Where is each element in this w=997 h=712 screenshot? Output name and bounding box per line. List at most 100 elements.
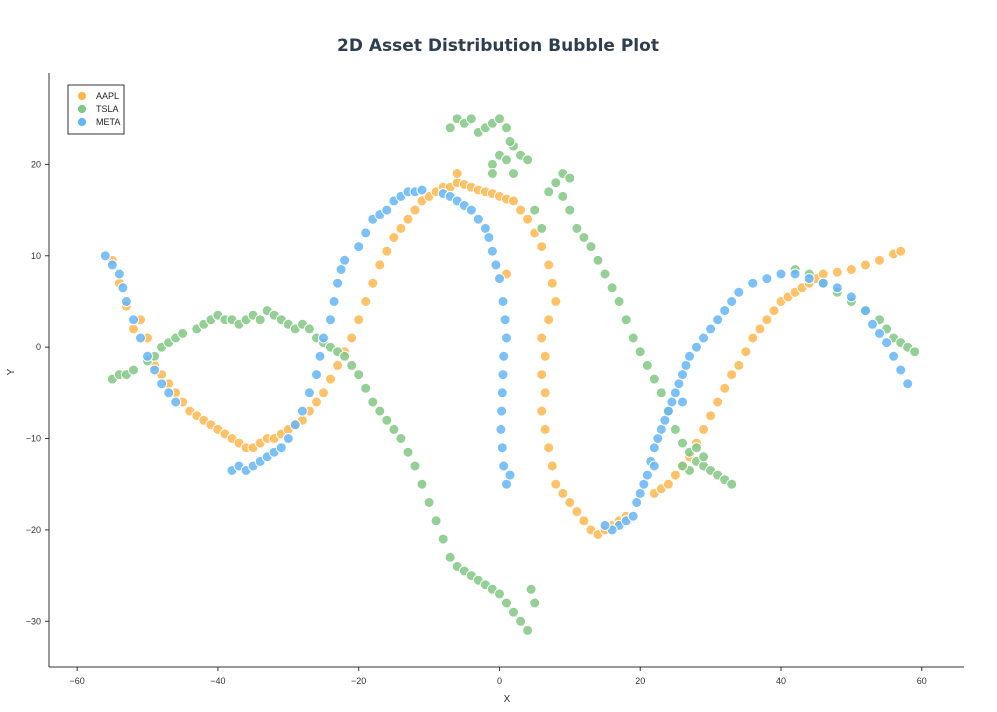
data-point [444, 122, 456, 134]
data-point [430, 515, 442, 527]
data-point [275, 442, 287, 454]
data-point [346, 332, 358, 344]
data-point [680, 359, 692, 371]
y-tick-label: −30 [26, 616, 41, 626]
data-point [845, 264, 857, 275]
data-point [627, 510, 639, 522]
data-point [726, 296, 738, 307]
data-point [719, 382, 731, 394]
data-point [501, 332, 512, 344]
data-point [564, 204, 576, 216]
data-point [339, 254, 351, 266]
data-point [479, 222, 491, 234]
data-point [374, 259, 386, 271]
data-point [339, 350, 351, 362]
data-point [831, 282, 843, 294]
data-point [303, 323, 315, 335]
data-point [498, 350, 510, 362]
data-point [314, 350, 326, 362]
data-point [254, 314, 266, 326]
data-point [613, 296, 625, 307]
data-point [691, 442, 702, 454]
data-point [860, 259, 871, 271]
legend-marker [77, 117, 87, 127]
x-tick-label: −40 [210, 676, 225, 686]
data-point [627, 332, 639, 344]
data-point [631, 497, 643, 508]
legend-marker [77, 91, 87, 101]
data-point [318, 387, 329, 399]
data-point [726, 369, 738, 381]
y-tick-label: −10 [26, 434, 41, 444]
data-point [402, 446, 414, 458]
data-point [120, 296, 132, 307]
data-point [508, 168, 519, 179]
data-point [374, 405, 386, 417]
data-point [705, 323, 717, 335]
data-point [282, 433, 294, 444]
data-point [634, 487, 646, 499]
data-point [666, 396, 678, 408]
x-tick-label: −20 [351, 676, 366, 686]
data-point [684, 350, 695, 362]
data-point [388, 423, 400, 435]
data-point [867, 318, 878, 330]
data-point [325, 314, 336, 326]
data-point [673, 378, 685, 390]
data-point [142, 350, 153, 362]
data-point [733, 286, 745, 298]
data-point [539, 423, 551, 435]
data-point [655, 423, 667, 435]
data-point [634, 346, 646, 358]
data-point [539, 350, 551, 362]
data-point [536, 405, 548, 417]
points-layer [99, 113, 921, 636]
data-point [564, 172, 576, 184]
data-point [578, 232, 590, 243]
data-point [733, 359, 745, 371]
data-point [648, 442, 660, 454]
data-point [536, 369, 548, 381]
data-point [409, 460, 421, 472]
data-point [496, 405, 508, 417]
data-point [677, 460, 688, 472]
data-point [557, 487, 569, 499]
data-point [494, 588, 505, 600]
data-point [177, 327, 189, 339]
data-point [638, 478, 650, 490]
data-point [149, 364, 161, 376]
data-point [669, 423, 681, 435]
data-point [712, 314, 724, 326]
data-point [543, 186, 555, 198]
data-point [416, 478, 428, 490]
data-point [106, 259, 118, 271]
data-point [539, 387, 551, 399]
data-point [501, 478, 512, 490]
data-point [726, 478, 738, 490]
data-point [655, 387, 667, 399]
data-point [504, 469, 516, 481]
data-point [599, 519, 611, 531]
data-point [335, 264, 347, 275]
data-point [508, 195, 519, 207]
data-point [501, 597, 512, 609]
data-point [486, 158, 498, 170]
data-point [648, 373, 660, 385]
y-ticks: −30 −20 −10 0 10 20 [26, 159, 49, 626]
data-point [501, 154, 512, 166]
x-tick-label: 20 [635, 676, 645, 686]
data-point [395, 222, 407, 234]
data-point [740, 346, 752, 358]
data-point [515, 615, 527, 627]
data-point [128, 364, 139, 376]
data-point [332, 359, 344, 371]
data-point [128, 323, 139, 335]
data-point [486, 245, 498, 257]
data-point [437, 533, 449, 545]
data-point [360, 227, 372, 239]
data-point [328, 296, 340, 307]
data-point [698, 423, 710, 435]
data-point [332, 277, 344, 289]
data-point [497, 296, 509, 307]
data-point [669, 387, 681, 399]
